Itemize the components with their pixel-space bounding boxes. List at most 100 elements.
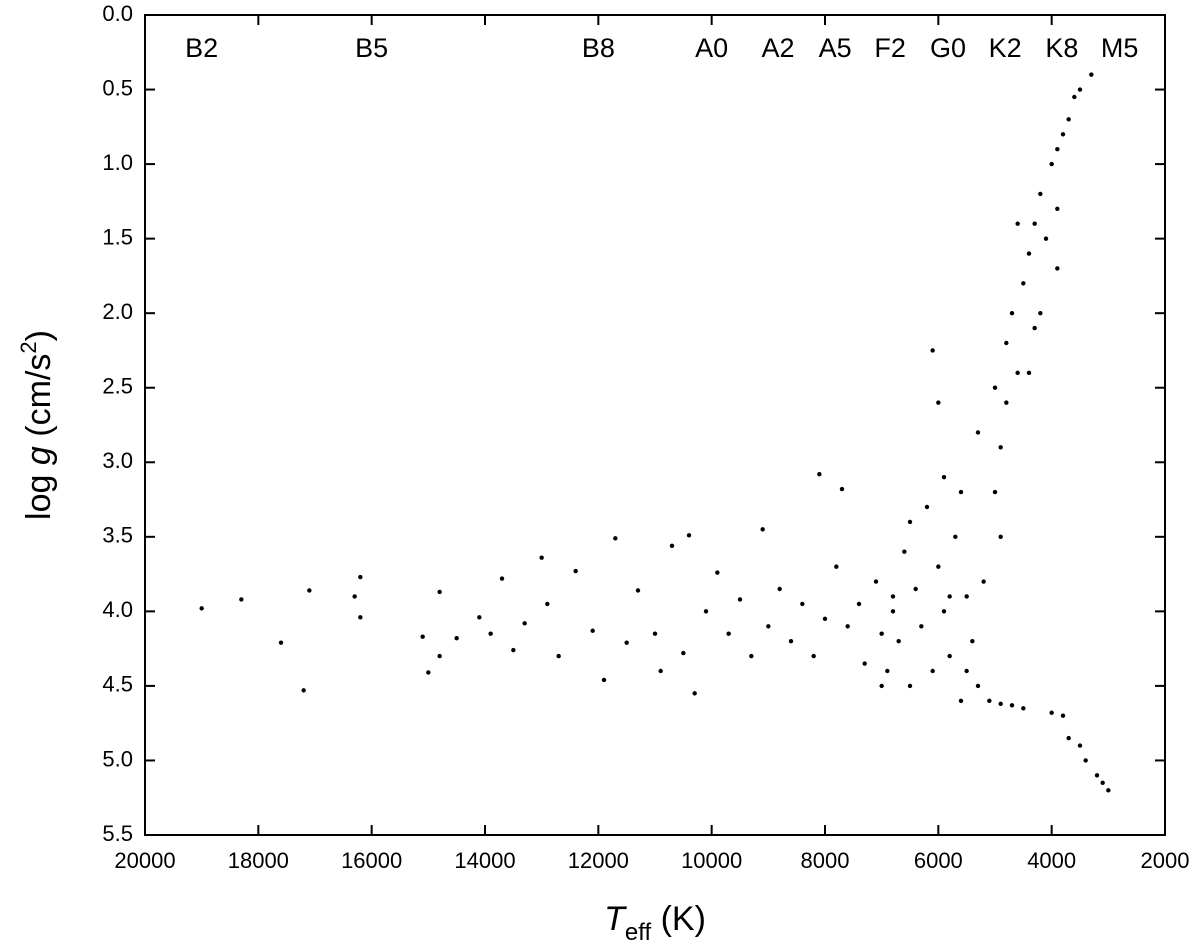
y-tick-label: 3.5 bbox=[102, 523, 133, 548]
star-point bbox=[834, 564, 839, 569]
star-point bbox=[800, 601, 805, 607]
star-point bbox=[1038, 310, 1043, 316]
star-point bbox=[839, 486, 845, 492]
star-point bbox=[1009, 703, 1015, 708]
star-point bbox=[352, 594, 357, 599]
y-tick-label: 2.5 bbox=[102, 374, 133, 399]
star-point bbox=[907, 519, 913, 525]
star-point bbox=[936, 400, 941, 405]
star-point bbox=[1060, 713, 1066, 718]
star-point bbox=[788, 638, 794, 644]
y-tick-label: 3.0 bbox=[102, 448, 133, 473]
spectral-type-label: G0 bbox=[930, 33, 966, 63]
star-point bbox=[420, 634, 425, 639]
star-point bbox=[992, 489, 998, 495]
star-point bbox=[913, 586, 918, 592]
star-point bbox=[301, 688, 306, 693]
y-tick-label: 1.0 bbox=[102, 150, 133, 175]
star-point bbox=[885, 668, 890, 674]
x-label-part: T bbox=[604, 900, 627, 938]
star-point bbox=[1015, 221, 1020, 226]
spectral-type-label: B5 bbox=[355, 33, 388, 63]
star-point bbox=[1072, 94, 1077, 100]
star-point bbox=[488, 631, 493, 636]
x-tick-label: 8000 bbox=[801, 848, 850, 873]
star-point bbox=[681, 650, 686, 656]
spectral-type-label: A2 bbox=[761, 33, 794, 63]
star-point bbox=[692, 691, 697, 696]
star-point bbox=[970, 638, 975, 644]
y-tick-label: 4.5 bbox=[102, 672, 133, 697]
star-point bbox=[1066, 735, 1071, 741]
y-tick-label: 5.0 bbox=[102, 746, 133, 771]
star-point bbox=[936, 564, 941, 569]
star-point bbox=[987, 698, 992, 704]
star-point bbox=[556, 653, 561, 659]
star-point bbox=[862, 661, 867, 666]
star-point bbox=[1038, 191, 1043, 197]
plot-frame bbox=[144, 14, 1166, 836]
star-point bbox=[1015, 370, 1020, 376]
star-point bbox=[499, 576, 505, 581]
star-point bbox=[539, 555, 544, 560]
star-point bbox=[975, 430, 981, 435]
star-point bbox=[896, 638, 901, 644]
star-point bbox=[199, 606, 204, 611]
star-point bbox=[958, 698, 964, 704]
star-point bbox=[1032, 325, 1037, 331]
star-point bbox=[686, 533, 692, 538]
star-point bbox=[1049, 161, 1054, 167]
star-point bbox=[879, 683, 884, 689]
star-point bbox=[1055, 266, 1060, 271]
x-tick-label: 2000 bbox=[1141, 848, 1190, 873]
star-point bbox=[437, 589, 442, 595]
star-point bbox=[358, 574, 363, 580]
star-point bbox=[239, 597, 244, 602]
star-point bbox=[590, 628, 595, 633]
x-tick-label: 20000 bbox=[114, 848, 175, 873]
star-point bbox=[992, 385, 998, 390]
x-tick-label: 10000 bbox=[681, 848, 742, 873]
star-point bbox=[822, 616, 828, 622]
y-label-part: log bbox=[20, 465, 58, 520]
x-label-part: eff bbox=[625, 919, 652, 946]
star-point bbox=[811, 653, 816, 659]
star-point bbox=[766, 624, 771, 629]
star-point bbox=[947, 594, 952, 599]
star-point bbox=[1021, 281, 1026, 286]
star-point bbox=[930, 348, 935, 353]
star-point bbox=[1009, 310, 1015, 316]
star-point bbox=[1077, 87, 1083, 92]
star-point bbox=[856, 601, 862, 607]
star-point bbox=[964, 668, 969, 674]
star-point bbox=[953, 534, 958, 540]
x-tick-label: 6000 bbox=[914, 848, 963, 873]
star-point bbox=[307, 588, 312, 593]
star-point bbox=[873, 579, 879, 584]
star-point bbox=[1021, 706, 1026, 711]
spectral-type-label: K2 bbox=[989, 33, 1022, 63]
star-point bbox=[1055, 206, 1060, 212]
star-point bbox=[1004, 400, 1009, 405]
star-point bbox=[613, 536, 618, 541]
spectral-type-label: A5 bbox=[819, 33, 852, 63]
star-point bbox=[454, 636, 459, 641]
x-tick-label: 16000 bbox=[341, 848, 402, 873]
star-point bbox=[669, 543, 675, 548]
star-point bbox=[907, 683, 913, 689]
star-point bbox=[1083, 758, 1088, 763]
star-point bbox=[1004, 340, 1009, 346]
x-tick-label: 14000 bbox=[454, 848, 515, 873]
star-point bbox=[1026, 251, 1032, 256]
star-point bbox=[1043, 236, 1049, 241]
x-axis-label: Teff (K) bbox=[604, 900, 706, 946]
star-point bbox=[726, 631, 731, 636]
star-point bbox=[437, 653, 442, 659]
star-point bbox=[919, 624, 924, 629]
y-axis-label: log g (cm/s2) bbox=[16, 330, 58, 520]
star-point bbox=[601, 677, 607, 683]
star-point bbox=[1094, 773, 1100, 778]
star-point bbox=[958, 489, 964, 495]
star-point bbox=[817, 472, 822, 477]
